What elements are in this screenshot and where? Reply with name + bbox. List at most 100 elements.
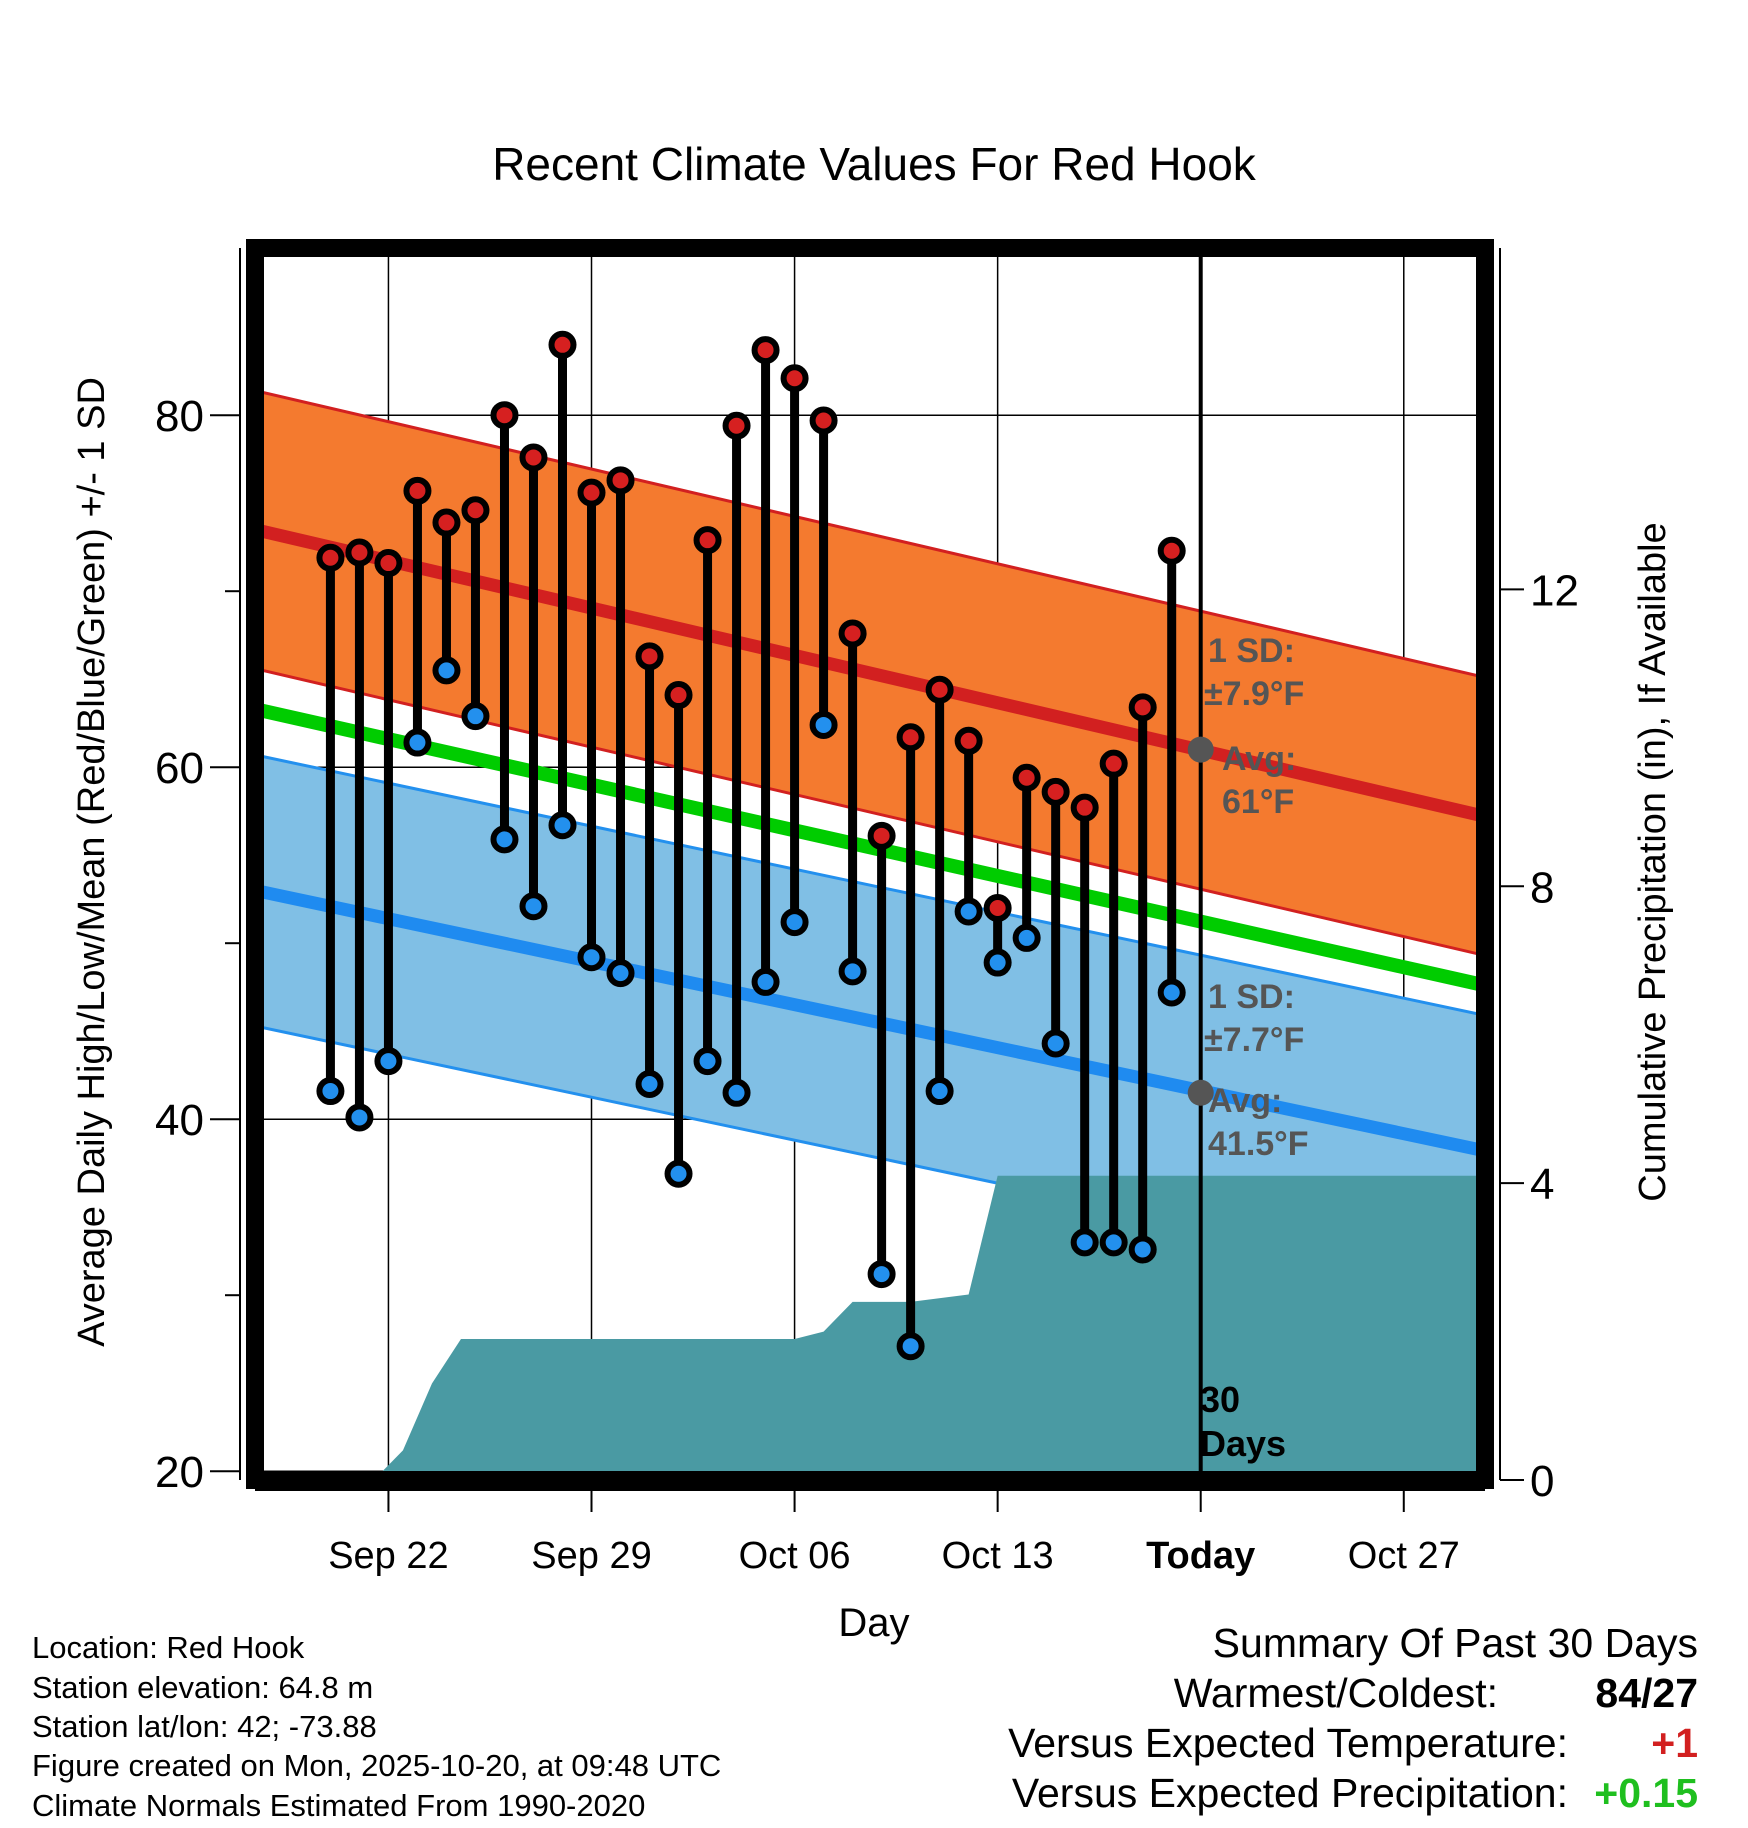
info-normals: Climate Normals Estimated From 1990-2020 bbox=[32, 1788, 646, 1823]
y-axis-label: Average Daily High/Low/Mean (Red/Blue/Gr… bbox=[71, 377, 113, 1347]
x-tick-label: Sep 29 bbox=[531, 1535, 651, 1577]
high-avg-title: Avg: bbox=[1222, 740, 1296, 778]
daily-temps bbox=[316, 330, 1186, 1361]
y-right-tick-label: 4 bbox=[1530, 1160, 1554, 1209]
axes: Day Average Daily High/Low/Mean (Red/Blu… bbox=[71, 248, 1674, 1645]
high-point bbox=[838, 619, 867, 648]
high-point bbox=[664, 681, 693, 710]
low-point bbox=[635, 1070, 664, 1098]
info-elevation: Station elevation: 64.8 m bbox=[32, 1670, 374, 1705]
high-point bbox=[432, 508, 461, 537]
low-point bbox=[606, 959, 635, 988]
y-right-tick-label: 12 bbox=[1530, 566, 1579, 615]
high-point bbox=[1041, 777, 1070, 806]
today-low-normal-marker bbox=[1187, 1079, 1214, 1106]
high-point bbox=[1012, 763, 1041, 792]
low-point bbox=[403, 728, 432, 757]
low-avg-value: 41.5°F bbox=[1208, 1125, 1309, 1163]
high-point bbox=[577, 478, 606, 507]
low-avg-title: Avg: bbox=[1208, 1082, 1282, 1120]
low-point bbox=[1012, 923, 1041, 952]
summary-warm-cold-label: Warmest/Coldest: bbox=[1173, 1670, 1498, 1716]
low-point bbox=[867, 1260, 896, 1289]
y-tick-label: 60 bbox=[155, 744, 204, 793]
info-location: Location: Red Hook bbox=[32, 1630, 305, 1665]
high-sd-value: ±7.9°F bbox=[1204, 675, 1304, 713]
high-point bbox=[867, 821, 896, 850]
y-right-tick-label: 0 bbox=[1530, 1457, 1554, 1506]
high-point bbox=[954, 726, 983, 755]
low-point bbox=[432, 656, 461, 685]
high-point bbox=[635, 642, 664, 671]
annotations: 1 SD: ±7.9°F Avg: 61°F 1 SD: ±7.7°F Avg:… bbox=[1200, 632, 1309, 1464]
low-point bbox=[548, 811, 577, 840]
high-point bbox=[780, 364, 809, 393]
normal-high-line bbox=[255, 523, 1485, 823]
summary-precip-label: Versus Expected Precipitation: bbox=[1011, 1770, 1568, 1816]
low-point bbox=[1070, 1228, 1099, 1257]
low-point bbox=[1041, 1029, 1070, 1058]
normal-low-line bbox=[255, 884, 1485, 1158]
x-axis-label: Day bbox=[838, 1601, 909, 1645]
low-point bbox=[519, 892, 548, 921]
high-point bbox=[693, 526, 722, 555]
high-point bbox=[1070, 793, 1099, 822]
plot-border bbox=[246, 239, 1494, 1489]
low-point bbox=[925, 1077, 954, 1106]
low-point bbox=[490, 825, 519, 854]
window-count: 30 bbox=[1200, 1379, 1240, 1420]
normal-mean-line bbox=[255, 702, 1485, 993]
low-point bbox=[374, 1047, 403, 1076]
low-point bbox=[751, 967, 780, 996]
precip-area bbox=[255, 1175, 1485, 1480]
low-point bbox=[1099, 1228, 1128, 1257]
y-right-tick-label: 8 bbox=[1530, 863, 1554, 912]
high-point bbox=[345, 538, 374, 567]
high-point bbox=[925, 675, 954, 704]
info-latlon: Station lat/lon: 42; -73.88 bbox=[32, 1709, 377, 1744]
low-point bbox=[316, 1077, 345, 1106]
high-point bbox=[606, 466, 635, 495]
low-sd-title: 1 SD: bbox=[1208, 978, 1295, 1016]
high-point bbox=[1099, 749, 1128, 778]
x-tick-label: Sep 22 bbox=[328, 1535, 448, 1577]
low-point bbox=[1128, 1235, 1157, 1264]
today-marker bbox=[1187, 248, 1214, 1480]
y-axis-right-label: Cumulative Precipitation (in), If Availa… bbox=[1632, 522, 1674, 1201]
high-point bbox=[490, 401, 519, 430]
high-point bbox=[403, 476, 432, 505]
low-point bbox=[954, 897, 983, 926]
x-tick-label: Oct 27 bbox=[1348, 1535, 1460, 1577]
high-point bbox=[722, 411, 751, 440]
x-tick-label: Oct 06 bbox=[739, 1535, 851, 1577]
today-high-normal-marker bbox=[1187, 736, 1214, 763]
y-tick-label: 80 bbox=[155, 392, 204, 441]
high-point bbox=[809, 406, 838, 435]
window-unit: Days bbox=[1200, 1423, 1286, 1464]
low-sd-value: ±7.7°F bbox=[1204, 1021, 1304, 1059]
chart-title: Recent Climate Values For Red Hook bbox=[492, 138, 1257, 190]
low-point bbox=[780, 908, 809, 937]
low-point bbox=[896, 1332, 925, 1361]
y-tick-label: 40 bbox=[155, 1096, 204, 1145]
x-tick-label: Oct 13 bbox=[942, 1535, 1054, 1577]
high-point bbox=[461, 496, 490, 525]
low-point bbox=[664, 1159, 693, 1188]
high-point bbox=[316, 543, 345, 572]
low-point bbox=[809, 710, 838, 739]
summary-title: Summary Of Past 30 Days bbox=[1212, 1620, 1698, 1666]
summary-temp-label: Versus Expected Temperature: bbox=[1008, 1720, 1568, 1766]
low-point bbox=[577, 943, 606, 972]
low-point bbox=[722, 1078, 751, 1107]
summary-warm-cold-value: 84/27 bbox=[1595, 1670, 1698, 1716]
summary-precip-value: +0.15 bbox=[1594, 1770, 1698, 1816]
low-point bbox=[983, 948, 1012, 977]
plot-frame bbox=[246, 239, 1494, 1489]
high-sd-title: 1 SD: bbox=[1208, 632, 1295, 670]
high-point bbox=[1128, 693, 1157, 722]
high-avg-value: 61°F bbox=[1222, 783, 1294, 821]
high-point bbox=[374, 549, 403, 578]
high-point bbox=[548, 330, 577, 359]
high-point bbox=[1157, 536, 1186, 565]
